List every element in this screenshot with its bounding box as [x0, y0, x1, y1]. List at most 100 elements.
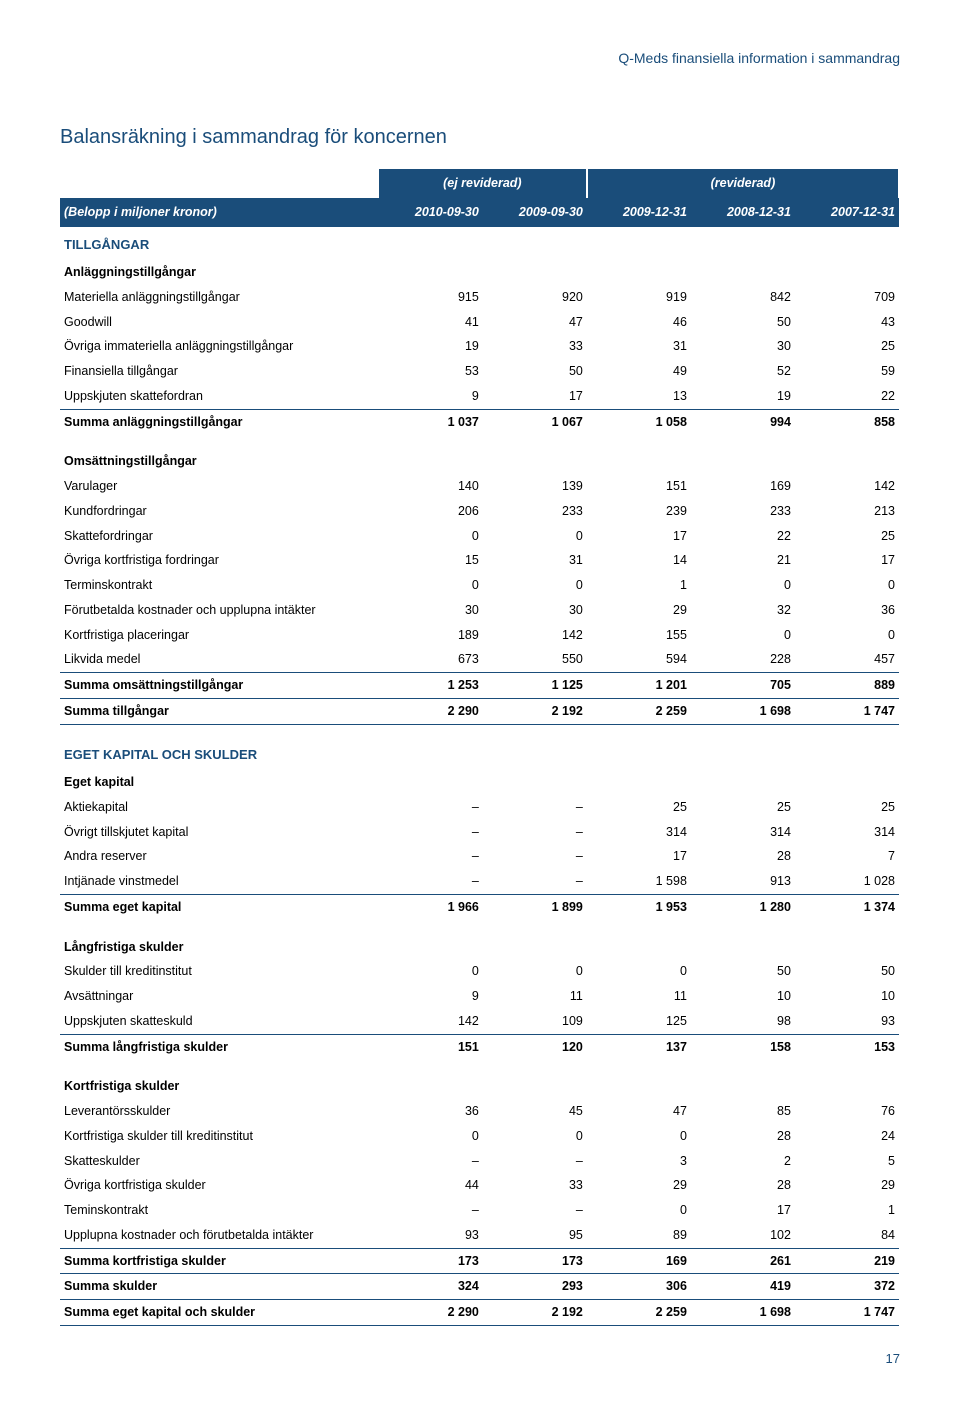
row-value: [691, 920, 795, 932]
column-header-cell: 2008-12-31: [691, 198, 795, 227]
row-value: 25: [795, 795, 899, 820]
row-value: 19: [691, 384, 795, 409]
row-value: [483, 1071, 587, 1099]
row-value: [587, 932, 691, 960]
row-value: 31: [587, 334, 691, 359]
row-value: 1 698: [691, 1300, 795, 1326]
row-label: [60, 920, 379, 932]
row-value: 2 192: [483, 1300, 587, 1326]
row-value: 10: [691, 984, 795, 1009]
row-value: 0: [587, 959, 691, 984]
row-value: [587, 737, 691, 768]
row-value: [691, 1059, 795, 1071]
column-header-cell: 2009-09-30: [483, 198, 587, 227]
row-value: 95: [483, 1223, 587, 1248]
row-value: 44: [379, 1173, 483, 1198]
row-label: Andra reserver: [60, 844, 379, 869]
row-value: [483, 227, 587, 258]
row-value: [691, 227, 795, 258]
table-row: Summa tillgångar2 2902 1922 2591 6981 74…: [60, 698, 899, 724]
row-value: 93: [379, 1223, 483, 1248]
row-value: 47: [483, 310, 587, 335]
row-value: 49: [587, 359, 691, 384]
row-value: 913: [691, 869, 795, 894]
row-label: Aktiekapital: [60, 795, 379, 820]
row-value: 206: [379, 499, 483, 524]
row-label: Uppskjuten skatteskuld: [60, 1009, 379, 1034]
super-header-right: (reviderad): [587, 169, 899, 198]
row-value: 709: [795, 285, 899, 310]
row-value: 1 280: [691, 894, 795, 919]
row-value: 306: [587, 1274, 691, 1300]
row-label: Summa långfristiga skulder: [60, 1034, 379, 1059]
row-value: 1 899: [483, 894, 587, 919]
row-value: 43: [795, 310, 899, 335]
row-value: 842: [691, 285, 795, 310]
row-value: 120: [483, 1034, 587, 1059]
row-value: 158: [691, 1034, 795, 1059]
row-value: 142: [795, 474, 899, 499]
row-value: 28: [691, 1124, 795, 1149]
table-row: Kundfordringar206233239233213: [60, 499, 899, 524]
row-value: [483, 737, 587, 768]
row-value: [587, 724, 691, 737]
row-value: –: [379, 795, 483, 820]
row-value: 2 192: [483, 698, 587, 724]
table-row: Materiella anläggningstillgångar91592091…: [60, 285, 899, 310]
row-value: 155: [587, 623, 691, 648]
row-value: [483, 932, 587, 960]
table-row: Andra reserver––17287: [60, 844, 899, 869]
row-value: 261: [691, 1248, 795, 1274]
table-row: Teminskontrakt––0171: [60, 1198, 899, 1223]
table-row: Förutbetalda kostnader och upplupna intä…: [60, 598, 899, 623]
row-value: [483, 920, 587, 932]
page-number: 17: [60, 1351, 900, 1366]
row-value: [795, 932, 899, 960]
table-row: Finansiella tillgångar5350495259: [60, 359, 899, 384]
table-row: Omsättningstillgångar: [60, 446, 899, 474]
row-value: 314: [691, 820, 795, 845]
row-value: 0: [483, 524, 587, 549]
row-value: 0: [379, 1124, 483, 1149]
row-value: [795, 724, 899, 737]
row-value: 76: [795, 1099, 899, 1124]
row-value: [483, 257, 587, 285]
row-value: 233: [483, 499, 587, 524]
table-row: Övriga kortfristiga fordringar1531142117: [60, 548, 899, 573]
row-value: 1 028: [795, 869, 899, 894]
table-row: Skatteskulder––325: [60, 1149, 899, 1174]
row-value: 2 259: [587, 1300, 691, 1326]
row-value: 0: [379, 524, 483, 549]
row-value: 1 125: [483, 673, 587, 699]
row-value: 1 747: [795, 1300, 899, 1326]
row-label: Skatteskulder: [60, 1149, 379, 1174]
row-label: Skulder till kreditinstitut: [60, 959, 379, 984]
table-row: [60, 434, 899, 446]
page-header: Q-Meds finansiella information i sammand…: [60, 50, 900, 66]
table-row: EGET KAPITAL OCH SKULDER: [60, 737, 899, 768]
row-label: Kundfordringar: [60, 499, 379, 524]
row-value: 41: [379, 310, 483, 335]
row-value: 173: [379, 1248, 483, 1274]
row-value: [483, 724, 587, 737]
row-value: 21: [691, 548, 795, 573]
row-value: 2 259: [587, 698, 691, 724]
row-value: [691, 446, 795, 474]
row-value: 25: [795, 524, 899, 549]
row-value: 920: [483, 285, 587, 310]
row-label: Summa tillgångar: [60, 698, 379, 724]
row-value: [795, 434, 899, 446]
row-value: –: [483, 844, 587, 869]
row-value: 53: [379, 359, 483, 384]
row-value: 7: [795, 844, 899, 869]
row-label: Övrigt tillskjutet kapital: [60, 820, 379, 845]
row-value: 228: [691, 647, 795, 672]
row-value: 142: [483, 623, 587, 648]
row-value: [587, 1071, 691, 1099]
row-value: 1 067: [483, 409, 587, 434]
row-label: Leverantörsskulder: [60, 1099, 379, 1124]
row-value: [587, 227, 691, 258]
row-value: 173: [483, 1248, 587, 1274]
row-value: 1: [587, 573, 691, 598]
row-value: 28: [691, 1173, 795, 1198]
